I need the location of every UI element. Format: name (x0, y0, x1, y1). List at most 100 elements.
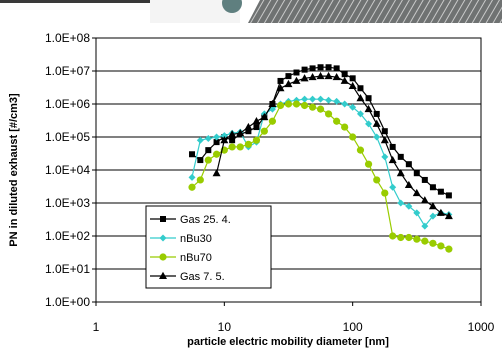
data-point (276, 101, 285, 110)
data-point (412, 188, 421, 197)
data-point (220, 135, 229, 144)
data-point (349, 75, 356, 82)
data-point (356, 93, 365, 102)
x-tick-label: 1000 (468, 320, 495, 334)
series-0 (189, 64, 452, 199)
data-point (204, 135, 212, 143)
data-point (317, 95, 325, 103)
data-point (253, 124, 260, 131)
data-point (325, 96, 333, 104)
data-point (349, 133, 357, 141)
data-point (380, 135, 389, 144)
legend-label: nBu70 (180, 252, 212, 264)
data-point (405, 202, 413, 210)
data-point (317, 64, 324, 71)
data-point (324, 110, 333, 118)
data-point (245, 128, 252, 135)
data-point (381, 128, 388, 135)
data-point (437, 242, 445, 250)
axis-ticks: 1.0E+00 1.0E+01 1.0E+02 1.0E+03 1.0E+04 1.0E+… (45, 31, 495, 334)
data-point (389, 143, 396, 150)
data-point (197, 157, 204, 164)
data-point (309, 65, 316, 72)
data-point (300, 74, 309, 82)
data-point (413, 235, 421, 243)
legend-label: Gas 7. 5. (180, 271, 225, 283)
data-point (357, 85, 364, 92)
data-point (228, 143, 236, 151)
legend-entry-3: Gas 7. 5. (150, 271, 225, 283)
data-point (316, 71, 325, 80)
data-point (373, 176, 381, 184)
data-point (373, 110, 380, 117)
legend: Gas 25. 4. nBu30 nBu70 Gas 7. 5. (145, 205, 272, 289)
data-point (244, 140, 252, 148)
data-point (420, 196, 429, 204)
data-point (196, 176, 204, 184)
data-point (252, 136, 261, 144)
data-point (300, 101, 309, 110)
legend-entry-0: Gas 25. 4. (150, 214, 231, 226)
series-3 (212, 71, 453, 220)
data-point (405, 233, 413, 242)
x-tick-label: 100 (343, 320, 363, 334)
data-point (308, 72, 317, 81)
data-point (421, 176, 428, 183)
data-point (188, 173, 196, 181)
x-axis-label: particle electric mobility diameter [nm] (187, 336, 389, 348)
legend-marker (159, 234, 167, 242)
data-point (421, 222, 429, 230)
data-point (373, 133, 381, 141)
data-point (236, 143, 244, 151)
data-point (189, 151, 196, 158)
data-point (356, 110, 364, 118)
data-point (333, 97, 341, 105)
data-point (188, 183, 196, 191)
data-point (356, 146, 365, 154)
data-point (196, 136, 204, 144)
data-point (349, 103, 357, 111)
y-tick-label: 1.0E+08 (45, 31, 90, 45)
y-tick-label: 1.0E+07 (45, 64, 90, 78)
data-point (205, 147, 212, 154)
data-point (268, 99, 277, 107)
data-point (413, 209, 421, 217)
data-point (212, 168, 221, 177)
data-point (252, 117, 261, 125)
data-point (389, 232, 397, 240)
x-tick-label: 1 (93, 320, 100, 334)
data-point (212, 150, 221, 158)
data-point (309, 95, 317, 103)
data-point (324, 71, 333, 80)
data-point (389, 183, 397, 191)
legend-entry-2: nBu70 (150, 252, 212, 264)
data-point (445, 245, 453, 253)
data-point (444, 211, 453, 220)
data-point (429, 184, 436, 191)
legend-entry-1: nBu30 (150, 233, 212, 245)
data-point (397, 153, 404, 160)
data-point (292, 100, 301, 108)
data-point (284, 79, 293, 88)
data-point (341, 71, 348, 78)
legend-box (145, 205, 272, 289)
legend-label: nBu30 (180, 233, 212, 245)
y-axis-label: PN in diluted exhaust [#/cm3] (8, 93, 20, 247)
data-point (405, 161, 412, 168)
data-point (228, 130, 237, 138)
data-point (404, 180, 413, 189)
data-point (397, 199, 405, 207)
data-point (284, 100, 293, 108)
data-point (333, 117, 341, 125)
data-point (220, 132, 228, 140)
data-point (381, 189, 389, 197)
series-2 (188, 100, 453, 253)
series-layer (188, 64, 453, 253)
data-point (333, 65, 340, 72)
data-point (213, 139, 220, 146)
data-point (340, 76, 349, 84)
data-point (445, 192, 452, 199)
data-point (341, 100, 349, 108)
data-point (397, 233, 405, 242)
data-point (436, 208, 445, 216)
